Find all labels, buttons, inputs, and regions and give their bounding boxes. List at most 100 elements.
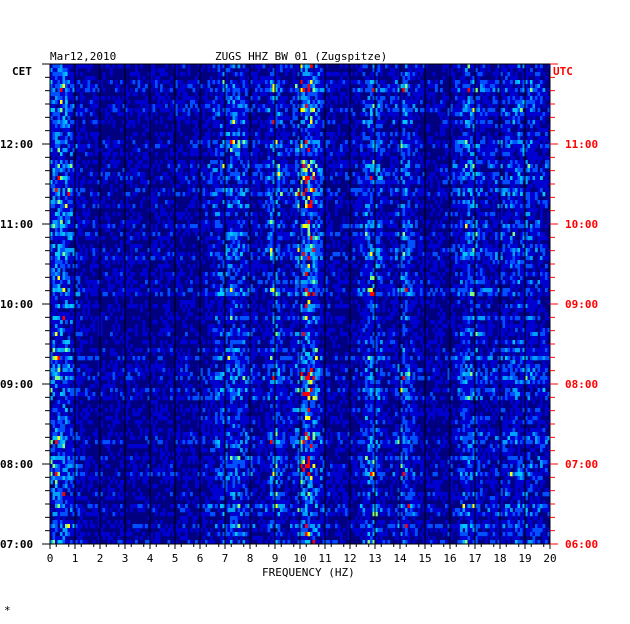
spectrogram-cell xyxy=(207,148,211,153)
spectrogram-cell xyxy=(157,176,161,181)
spectrogram-cell xyxy=(130,80,133,85)
spectrogram-cell xyxy=(180,108,183,113)
spectrogram-cell xyxy=(295,196,298,201)
spectrogram-cell xyxy=(195,180,198,185)
spectrogram-cell xyxy=(110,176,113,181)
spectrogram-cell xyxy=(172,128,176,133)
spectrogram-cell xyxy=(545,128,548,133)
spectrogram-cell xyxy=(522,72,526,77)
spectrogram-cell xyxy=(87,68,91,73)
spectrogram-cell xyxy=(397,204,401,209)
spectrogram-cell xyxy=(475,176,478,181)
spectrogram-cell xyxy=(265,192,268,197)
spectrogram-cell xyxy=(292,164,296,169)
spectrogram-cell xyxy=(227,204,231,209)
spectrogram-cell xyxy=(545,156,548,161)
spectrogram-cell xyxy=(422,184,426,189)
spectrogram-cell xyxy=(400,84,403,89)
spectrogram-cell xyxy=(110,108,113,113)
spectrogram-cell xyxy=(172,184,176,189)
spectrogram-cell xyxy=(282,224,286,229)
spectrogram-cell xyxy=(270,160,273,165)
spectrogram-cell xyxy=(255,152,258,157)
spectrogram-cell xyxy=(307,216,311,221)
spectrogram-cell xyxy=(492,176,496,181)
spectrogram-cell xyxy=(275,104,278,109)
spectrogram-cell xyxy=(270,156,273,161)
spectrogram-cell xyxy=(115,176,118,181)
spectrogram-cell xyxy=(197,228,201,233)
spectrogram-cell xyxy=(510,84,513,89)
spectrogram-cell xyxy=(340,164,343,169)
spectrogram-cell xyxy=(450,120,453,125)
spectrogram-cell xyxy=(252,224,256,229)
spectrogram-cell xyxy=(130,196,133,201)
spectrogram-cell xyxy=(497,100,501,105)
spectrogram-cell xyxy=(362,176,366,181)
spectrogram-cell xyxy=(127,204,131,209)
spectrogram-cell xyxy=(440,164,443,169)
spectrogram-cell xyxy=(272,152,276,157)
spectrogram-cell xyxy=(430,84,433,89)
spectrogram-cell xyxy=(50,72,53,77)
spectrogram-cell xyxy=(280,132,283,137)
spectrogram-cell xyxy=(512,108,516,113)
spectrogram-cell xyxy=(430,176,433,181)
spectrogram-cell xyxy=(540,100,543,105)
spectrogram-cell xyxy=(215,92,218,97)
spectrogram-cell xyxy=(235,116,238,121)
spectrogram-cell xyxy=(330,92,333,97)
spectrogram-cell xyxy=(212,184,216,189)
spectrogram-cell xyxy=(315,132,318,137)
spectrogram-cell xyxy=(70,180,73,185)
spectrogram-cell xyxy=(297,144,301,149)
spectrogram-cell xyxy=(65,232,68,237)
spectrogram-cell xyxy=(262,64,266,69)
spectrogram-cell xyxy=(470,196,473,201)
spectrogram-cell xyxy=(547,212,551,217)
spectrogram-cell xyxy=(192,200,196,205)
spectrogram-cell xyxy=(170,88,173,93)
spectrogram-cell xyxy=(487,140,491,145)
spectrogram-cell xyxy=(270,184,273,189)
spectrogram-cell xyxy=(377,148,381,153)
spectrogram-cell xyxy=(532,96,536,101)
spectrogram-cell xyxy=(365,216,368,221)
spectrogram-cell xyxy=(170,164,173,169)
spectrogram-cell xyxy=(270,76,273,81)
spectrogram-cell xyxy=(447,68,451,73)
spectrogram-cell xyxy=(492,192,496,197)
spectrogram-cell xyxy=(210,160,213,165)
spectrogram-cell xyxy=(455,80,458,85)
spectrogram-cell xyxy=(227,212,231,217)
spectrogram-cell xyxy=(262,124,266,129)
spectrogram-cell xyxy=(305,144,308,149)
spectrogram-cell xyxy=(462,80,466,85)
spectrogram-cell xyxy=(327,80,331,85)
spectrogram-cell xyxy=(207,136,211,141)
spectrogram-cell xyxy=(427,152,431,157)
spectrogram-cell xyxy=(350,112,353,117)
spectrogram-cell xyxy=(202,196,206,201)
spectrogram-cell xyxy=(502,160,506,165)
spectrogram-cell xyxy=(60,76,63,81)
spectrogram-cell xyxy=(297,172,301,177)
spectrogram-cell xyxy=(270,116,273,121)
spectrogram-cell xyxy=(277,188,281,193)
spectrogram-cell xyxy=(535,124,538,129)
spectrogram-cell xyxy=(510,200,513,205)
spectrogram-cell xyxy=(537,176,541,181)
spectrogram-cell xyxy=(482,148,486,153)
spectrogram-cell xyxy=(90,188,93,193)
spectrogram-cell xyxy=(472,80,476,85)
spectrogram-cell xyxy=(175,172,178,177)
spectrogram-cell xyxy=(285,212,288,217)
spectrogram-cell xyxy=(155,216,158,221)
spectrogram-cell xyxy=(310,124,313,129)
spectrogram-cell xyxy=(332,120,336,125)
spectrogram-cell xyxy=(517,176,521,181)
spectrogram-cell xyxy=(525,192,528,197)
spectrogram-cell xyxy=(102,160,106,165)
spectrogram-cell xyxy=(425,220,428,225)
spectrogram-cell xyxy=(315,120,318,125)
